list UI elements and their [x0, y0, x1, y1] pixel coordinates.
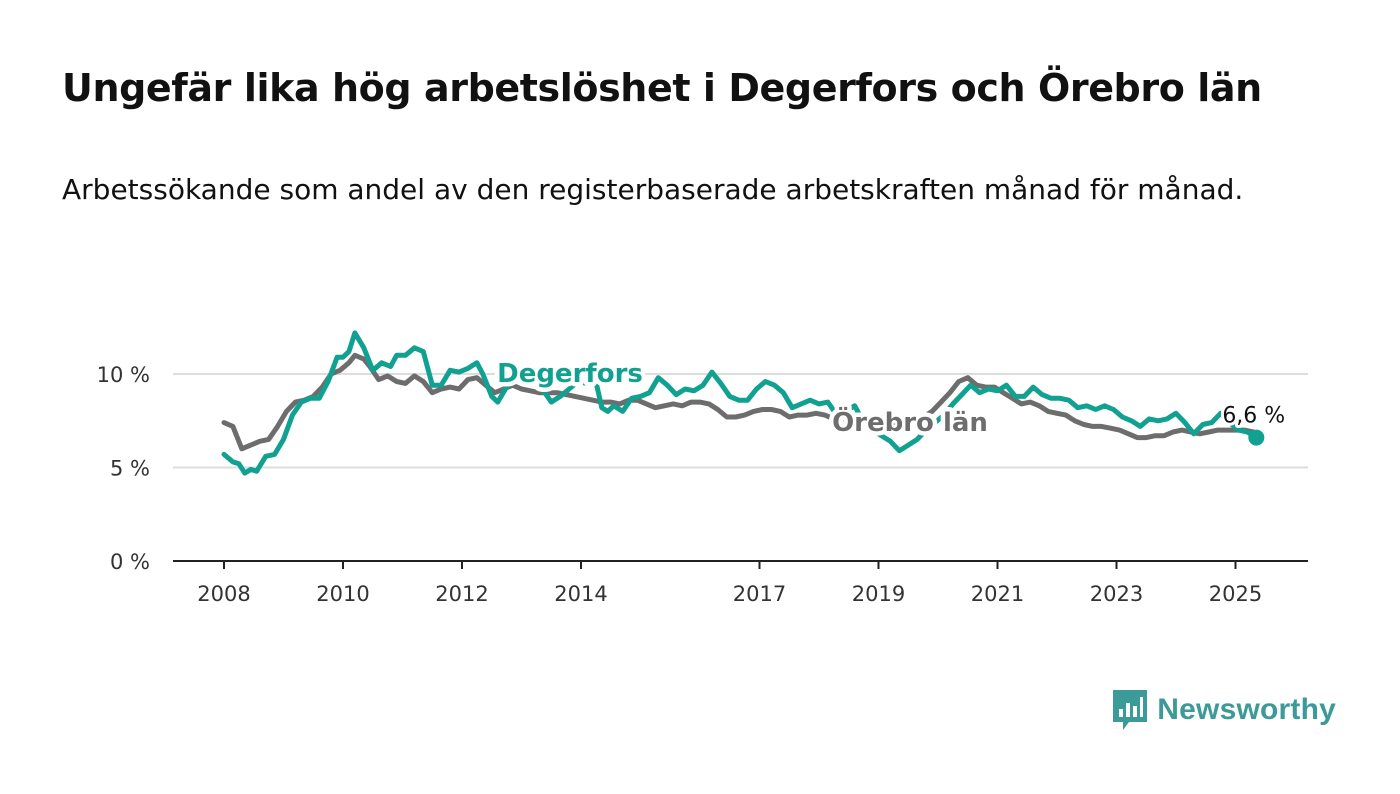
y-tick-label: 0 %	[110, 550, 150, 574]
y-tick-label: 5 %	[110, 457, 150, 481]
newsworthy-logo: Newsworthy	[1111, 688, 1336, 732]
series-line-degerfors	[221, 330, 1259, 476]
x-tick-label: 2014	[554, 582, 607, 606]
x-tick-label: 2017	[733, 582, 786, 606]
x-tick-label: 2010	[316, 582, 369, 606]
y-tick-label: 10 %	[97, 363, 150, 387]
x-tick-label: 2019	[852, 582, 905, 606]
x-tick-label: 2012	[435, 582, 488, 606]
newsworthy-brand-name: Newsworthy	[1157, 693, 1336, 726]
x-tick-label: 2008	[197, 582, 250, 606]
x-tick-label: 2025	[1209, 582, 1262, 606]
x-tick-label: 2021	[971, 582, 1024, 606]
chart-title: Ungefär lika hög arbetslöshet i Degerfor…	[62, 66, 1262, 110]
newsworthy-bar-chart-icon	[1113, 690, 1148, 730]
chart-subtitle: Arbetssökande som andel av den registerb…	[62, 173, 1244, 206]
line-chart: 0 % 5 % 10 % 2008 2010 2012 2014 2017 2019 2021 20…	[97, 330, 1308, 606]
x-tick-label: 2023	[1090, 582, 1143, 606]
series-label-orebro: Örebro län	[832, 405, 988, 438]
series-label-degerfors: Degerfors	[497, 359, 643, 389]
series-line-orebro	[221, 352, 1256, 452]
end-value-label: 6,6 %	[1222, 404, 1285, 429]
degerfors-end-point	[1248, 429, 1265, 446]
